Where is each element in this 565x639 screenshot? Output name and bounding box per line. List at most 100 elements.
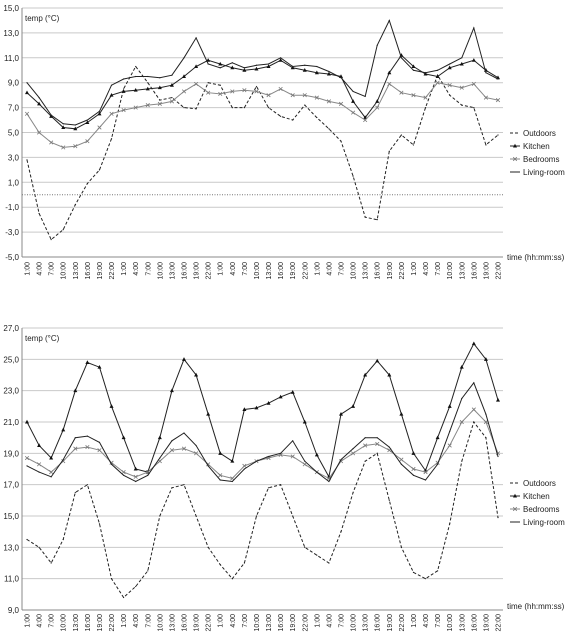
data-point [459, 364, 464, 369]
data-point [157, 435, 162, 440]
data-point [110, 578, 113, 580]
data-point [218, 61, 223, 66]
data-point [412, 69, 415, 71]
data-point [25, 419, 29, 424]
data-point [26, 538, 28, 541]
y-tick-label: 1,0 [8, 178, 20, 187]
data-point [278, 86, 283, 92]
data-point [304, 546, 306, 548]
data-point [109, 92, 114, 97]
x-tick-label: 16:00 [471, 614, 478, 632]
data-point [376, 437, 378, 439]
data-point [388, 446, 390, 448]
y-tick-label: 7,0 [8, 104, 20, 113]
data-point [363, 443, 368, 448]
data-point [280, 57, 282, 59]
series-line-outdoors [26, 65, 499, 241]
data-point [98, 441, 101, 443]
x-tick-label: 7:00 [49, 614, 56, 628]
data-point [292, 119, 294, 121]
data-point [121, 108, 126, 113]
data-point [459, 85, 464, 90]
data-point [38, 471, 40, 473]
data-point [278, 394, 283, 399]
data-point [49, 470, 54, 475]
x-tick-label: 4:00 [230, 614, 237, 628]
data-point [110, 463, 113, 465]
data-point [497, 516, 499, 519]
data-point [350, 110, 356, 115]
x-tick-label: 1:00 [411, 614, 418, 628]
data-point [157, 85, 162, 90]
x-tick-label: 7:00 [435, 262, 442, 276]
y-tick-label: 21,0 [3, 418, 19, 427]
data-point [352, 448, 354, 450]
legend-label: Living-room [523, 518, 565, 527]
data-point [485, 413, 487, 415]
x-tick-label: 22:00 [496, 262, 503, 280]
data-point [326, 99, 332, 104]
data-point [255, 85, 258, 88]
data-point [157, 101, 162, 106]
data-point [304, 64, 306, 66]
data-point [255, 515, 258, 517]
x-tick-label: 16:00 [85, 262, 92, 280]
x-tick-label: 7:00 [242, 614, 249, 628]
data-point [123, 88, 125, 90]
data-point [98, 110, 101, 112]
data-point [437, 69, 439, 71]
x-tick-label: 22:00 [206, 262, 213, 280]
data-point [61, 145, 66, 150]
data-point [182, 357, 186, 361]
legend-label: Outdoors [523, 479, 556, 488]
x-tick-label: 13:00 [73, 614, 80, 632]
data-point [387, 70, 392, 75]
data-point [109, 404, 114, 408]
data-point [194, 64, 199, 69]
y-tick-label: 23,0 [3, 387, 19, 396]
data-point [412, 474, 415, 476]
data-point [231, 578, 233, 580]
data-point [437, 570, 439, 572]
data-point [400, 57, 402, 59]
data-point [85, 120, 90, 125]
data-point [181, 446, 187, 451]
y-tick-label: 19,0 [3, 449, 19, 458]
x-tick-label: 10:00 [61, 262, 68, 280]
data-point [375, 441, 380, 447]
data-point [364, 95, 366, 97]
x-tick-label: 16:00 [182, 262, 189, 280]
x-tick-label: 1:00 [314, 262, 321, 276]
data-point [243, 562, 245, 564]
y-tick-label: 5,0 [8, 129, 20, 138]
data-point [483, 419, 489, 425]
data-point [290, 65, 295, 70]
data-point [473, 107, 475, 109]
data-point [85, 139, 90, 144]
data-point [50, 476, 52, 478]
data-point [123, 596, 125, 599]
data-point [280, 115, 282, 117]
data-point [352, 90, 354, 93]
data-point [24, 455, 30, 461]
data-point [171, 74, 173, 76]
x-tick-label: 16:00 [182, 614, 189, 632]
data-point [193, 451, 199, 456]
data-point [97, 448, 102, 453]
data-point [74, 491, 76, 494]
data-point [181, 89, 187, 94]
x-tick-label: 10:00 [157, 614, 164, 632]
x-tick-label: 19:00 [483, 614, 490, 632]
data-point [50, 238, 52, 241]
x-tick-label: 16:00 [85, 614, 92, 632]
data-point [242, 68, 247, 72]
data-point [375, 105, 380, 110]
y-tick-label: 9,0 [8, 79, 20, 88]
data-point [74, 204, 76, 206]
data-point [363, 372, 368, 377]
data-point [171, 440, 173, 442]
data-point [340, 531, 342, 533]
x-tick-label: 1:00 [218, 262, 225, 276]
data-point [255, 64, 258, 66]
data-point [243, 107, 245, 109]
